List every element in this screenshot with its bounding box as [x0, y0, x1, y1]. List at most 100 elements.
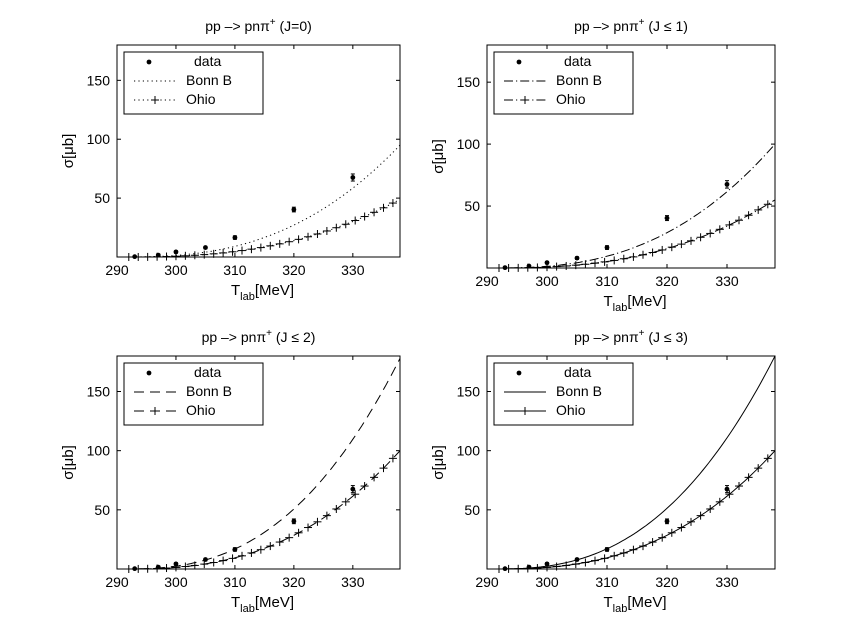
ohio-marker — [360, 482, 369, 491]
legend-label-bonn: Bonn B — [186, 383, 232, 399]
ohio-marker — [677, 523, 686, 532]
ohio-marker — [313, 229, 322, 238]
ohio-marker — [237, 551, 246, 560]
series-ohio-line — [493, 450, 775, 569]
ohio-marker — [629, 545, 638, 554]
x-tick-label: 320 — [282, 574, 306, 590]
legend-label-data: data — [194, 364, 221, 380]
data-point — [132, 566, 138, 572]
ohio-marker — [533, 263, 542, 272]
data-point — [232, 235, 238, 240]
x-tick-label: 320 — [655, 574, 679, 590]
ohio-marker — [754, 464, 763, 473]
ohio-marker — [619, 254, 628, 263]
y-tick-label: 100 — [87, 131, 111, 147]
data-point — [203, 557, 208, 562]
data-point — [574, 557, 580, 562]
ohio-marker — [533, 564, 542, 573]
legend-label-bonn: Bonn B — [186, 72, 232, 88]
chart-title: pp –> pnπ+ (J=0) — [205, 17, 312, 34]
data-point — [526, 564, 532, 570]
x-axis-label: Tlab[MeV] — [231, 282, 294, 303]
x-tick-label: 300 — [164, 262, 188, 278]
legend-data-marker — [146, 59, 152, 65]
ohio-marker — [754, 205, 763, 214]
ohio-marker — [744, 473, 753, 482]
ohio-marker — [304, 232, 313, 241]
y-tick-label: 50 — [464, 198, 480, 214]
ohio-marker — [124, 564, 133, 573]
x-tick-label: 300 — [535, 273, 559, 289]
ohio-marker — [143, 252, 152, 261]
ohio-marker — [610, 551, 619, 560]
ohio-marker — [610, 256, 619, 265]
data-point — [664, 215, 670, 222]
legend-label-ohio: Ohio — [186, 91, 216, 107]
ohio-marker — [735, 482, 743, 491]
ohio-marker — [696, 511, 705, 520]
ohio-marker — [360, 212, 369, 221]
ohio-marker — [322, 511, 331, 520]
data-point — [526, 263, 532, 269]
ohio-marker — [735, 216, 743, 225]
ohio-marker — [581, 260, 590, 269]
ohio-marker — [124, 252, 133, 261]
x-tick-label: 330 — [715, 273, 739, 289]
legend: data Bonn B Ohio — [123, 362, 264, 426]
x-tick-label: 310 — [223, 262, 247, 278]
ohio-marker — [648, 248, 657, 257]
data-point — [155, 564, 161, 570]
ohio-marker — [332, 504, 341, 513]
data-point — [574, 255, 580, 261]
ohio-marker — [619, 548, 628, 557]
ohio-marker — [552, 562, 561, 571]
ohio-marker — [744, 211, 753, 220]
y-axis-label: σ[μb] — [60, 134, 77, 169]
chart-panel-1: 290 300 310 320 330 50 100 150 pp –> pnπ+ (J=0) T… — [60, 17, 401, 303]
ohio-marker — [266, 542, 275, 551]
ohio-marker — [162, 252, 171, 261]
x-tick-label: 320 — [282, 262, 306, 278]
y-tick-label: 50 — [94, 502, 110, 518]
ohio-marker — [209, 558, 218, 567]
data-point — [544, 260, 550, 266]
ohio-marker — [332, 223, 341, 232]
ohio-marker — [388, 454, 397, 463]
data-point — [502, 566, 508, 572]
y-tick-label: 100 — [457, 136, 481, 152]
x-tick-label: 290 — [475, 574, 499, 590]
y-tick-label: 150 — [457, 384, 481, 400]
ohio-marker — [591, 259, 599, 268]
ohio-marker — [562, 561, 571, 570]
ohio-marker — [294, 235, 303, 244]
ohio-marker — [247, 548, 256, 557]
ohio-marker — [256, 545, 265, 554]
ohio-marker — [600, 554, 609, 563]
legend-label-ohio: Ohio — [556, 91, 586, 107]
ohio-marker — [351, 490, 360, 499]
ohio-marker — [725, 490, 734, 499]
data-point — [724, 180, 730, 189]
ohio-marker — [648, 538, 657, 547]
chart-panel-4: 290 300 310 320 330 50 100 150 pp –> pnπ+ (J ≤ 3… — [430, 328, 776, 615]
x-axis-label: Tlab[MeV] — [231, 594, 294, 615]
chart-panel-3: 290 300 310 320 330 50 100 150 pp –> pnπ+ (J ≤ 2… — [60, 328, 401, 615]
ohio-marker — [313, 517, 322, 526]
y-axis-label: σ[μb] — [430, 139, 447, 174]
x-tick-label: 290 — [105, 262, 129, 278]
data-point — [604, 547, 610, 552]
series-bonn-b-line — [122, 358, 400, 569]
data-point — [203, 245, 208, 250]
data-point — [291, 206, 297, 213]
data-point — [173, 561, 179, 567]
ohio-marker — [200, 250, 209, 259]
legend: data Bonn B Ohio — [493, 362, 634, 426]
ohio-marker — [495, 263, 503, 272]
x-tick-label: 330 — [341, 574, 365, 590]
ohio-marker — [143, 564, 152, 573]
y-tick-label: 150 — [457, 74, 481, 90]
ohio-marker — [247, 245, 256, 254]
data-point — [664, 518, 670, 525]
ohio-marker — [658, 533, 667, 542]
x-tick-label: 310 — [595, 273, 619, 289]
